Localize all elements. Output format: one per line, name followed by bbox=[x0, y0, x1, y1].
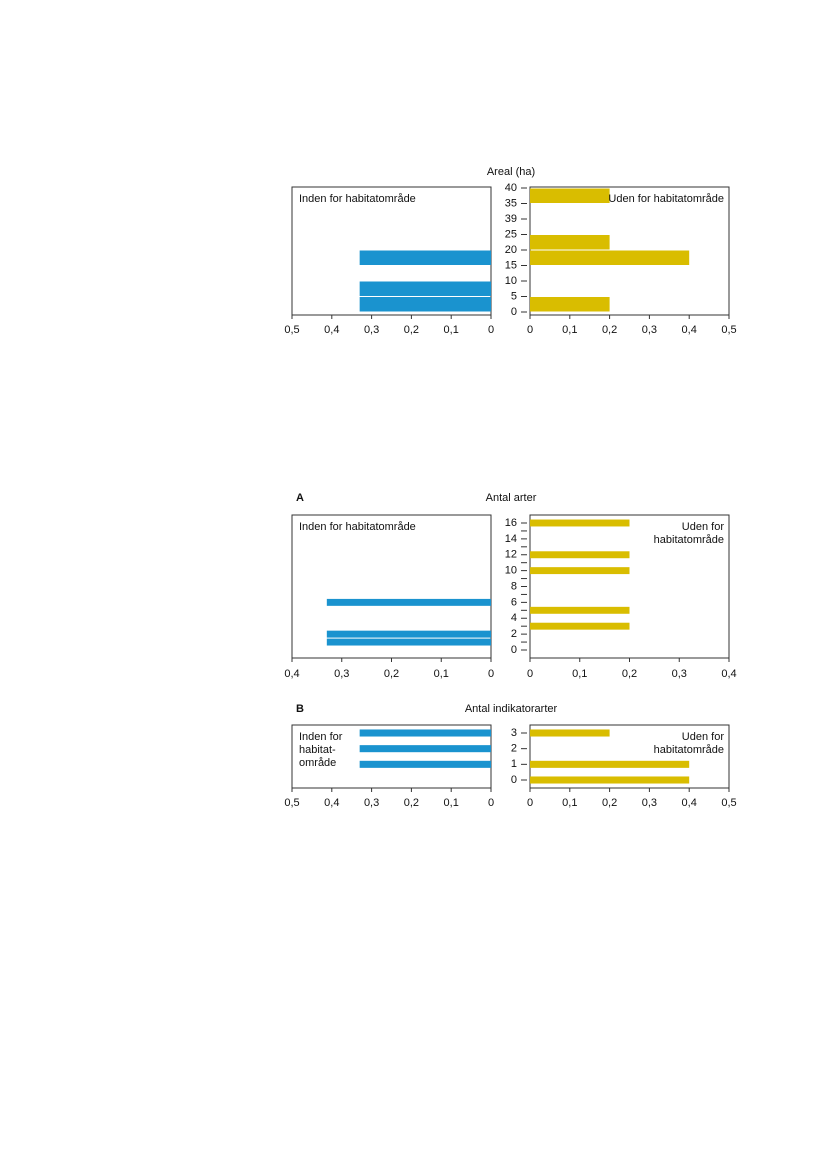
bar bbox=[530, 188, 610, 203]
x-tick-label: 0,5 bbox=[284, 797, 299, 809]
bar bbox=[530, 567, 630, 575]
bar bbox=[530, 551, 630, 559]
x-tick-label: 0,4 bbox=[324, 324, 339, 336]
y-tick-label: 35 bbox=[505, 197, 517, 209]
bar bbox=[530, 622, 630, 630]
y-tick-label: 39 bbox=[505, 213, 517, 225]
legend-label: Inden for habitatområde bbox=[299, 193, 416, 205]
legend-label: habitatområde bbox=[654, 534, 724, 546]
x-tick-label: 0 bbox=[488, 324, 494, 336]
y-tick-label: 2 bbox=[511, 743, 517, 755]
bar bbox=[530, 297, 610, 312]
chart-title: Antal arter bbox=[486, 492, 537, 504]
y-tick-label: 0 bbox=[511, 774, 517, 786]
bar bbox=[530, 606, 630, 614]
x-tick-label: 0,2 bbox=[602, 797, 617, 809]
x-tick-label: 0,4 bbox=[682, 324, 697, 336]
bar bbox=[530, 250, 690, 265]
y-tick-label: 16 bbox=[505, 517, 517, 529]
x-tick-label: 0,4 bbox=[721, 668, 736, 680]
x-tick-label: 0,4 bbox=[324, 797, 339, 809]
y-tick-label: 1 bbox=[511, 758, 517, 770]
bar bbox=[359, 760, 491, 768]
y-tick-label: 0 bbox=[511, 306, 517, 318]
x-tick-label: 0 bbox=[488, 797, 494, 809]
y-tick-label: 12 bbox=[505, 549, 517, 561]
legend-label: Inden for habitatområde bbox=[299, 521, 416, 533]
bar bbox=[326, 638, 491, 646]
y-tick-label: 15 bbox=[505, 259, 517, 271]
x-tick-label: 0,2 bbox=[602, 324, 617, 336]
x-tick-label: 0,3 bbox=[334, 668, 349, 680]
x-tick-label: 0 bbox=[488, 668, 494, 680]
x-tick-label: 0,1 bbox=[562, 797, 577, 809]
x-tick-label: 0,4 bbox=[682, 797, 697, 809]
x-tick-label: 0,4 bbox=[284, 668, 299, 680]
x-tick-label: 0,3 bbox=[672, 668, 687, 680]
y-tick-label: 3 bbox=[511, 727, 517, 739]
y-tick-label: 14 bbox=[505, 533, 517, 545]
x-tick-label: 0,1 bbox=[434, 668, 449, 680]
y-tick-label: 0 bbox=[511, 644, 517, 656]
chart-title: Areal (ha) bbox=[487, 166, 535, 178]
legend-label: Uden for habitatområde bbox=[608, 193, 724, 205]
legend-label: Uden for bbox=[682, 731, 725, 743]
x-tick-label: 0,1 bbox=[572, 668, 587, 680]
x-tick-label: 0,5 bbox=[721, 797, 736, 809]
bar bbox=[530, 519, 630, 527]
legend-label: habitat- bbox=[299, 744, 336, 756]
y-tick-label: 8 bbox=[511, 580, 517, 592]
bar bbox=[530, 760, 690, 768]
x-tick-label: 0,2 bbox=[404, 324, 419, 336]
plot-frame bbox=[291, 724, 492, 789]
bar bbox=[326, 598, 491, 606]
y-tick-label: 10 bbox=[505, 565, 517, 577]
x-tick-label: 0 bbox=[527, 797, 533, 809]
x-tick-label: 0,5 bbox=[721, 324, 736, 336]
bar bbox=[359, 281, 491, 296]
bar bbox=[530, 729, 610, 737]
y-tick-label: 20 bbox=[505, 244, 517, 256]
bar bbox=[530, 235, 610, 250]
x-tick-label: 0,1 bbox=[444, 797, 459, 809]
y-tick-label: 6 bbox=[511, 596, 517, 608]
x-tick-label: 0,2 bbox=[622, 668, 637, 680]
y-tick-label: 40 bbox=[505, 182, 517, 194]
x-tick-label: 0,3 bbox=[364, 324, 379, 336]
x-tick-label: 0,2 bbox=[404, 797, 419, 809]
bar bbox=[359, 729, 491, 737]
bar bbox=[359, 297, 491, 312]
y-tick-label: 2 bbox=[511, 628, 517, 640]
bar bbox=[359, 745, 491, 753]
chart-title: Antal indikatorarter bbox=[465, 703, 558, 715]
y-tick-label: 25 bbox=[505, 228, 517, 240]
bar bbox=[326, 630, 491, 638]
plot-frame bbox=[529, 724, 730, 789]
x-tick-label: 0,3 bbox=[364, 797, 379, 809]
x-tick-label: 0 bbox=[527, 324, 533, 336]
x-tick-label: 0 bbox=[527, 668, 533, 680]
bar bbox=[359, 250, 491, 265]
y-tick-label: 4 bbox=[511, 612, 517, 624]
legend-label: Uden for bbox=[682, 521, 725, 533]
bar bbox=[530, 776, 690, 784]
legend-label: Inden for bbox=[299, 731, 343, 743]
panel-label: A bbox=[296, 492, 304, 504]
x-tick-label: 0,1 bbox=[444, 324, 459, 336]
x-tick-label: 0,5 bbox=[284, 324, 299, 336]
panel-label: B bbox=[296, 703, 304, 715]
x-tick-label: 0,3 bbox=[642, 324, 657, 336]
x-tick-label: 0,2 bbox=[384, 668, 399, 680]
y-tick-label: 10 bbox=[505, 275, 517, 287]
legend-label: habitatområde bbox=[654, 744, 724, 756]
x-tick-label: 0,1 bbox=[562, 324, 577, 336]
legend-label: område bbox=[299, 757, 336, 769]
x-tick-label: 0,3 bbox=[642, 797, 657, 809]
y-tick-label: 5 bbox=[511, 290, 517, 302]
